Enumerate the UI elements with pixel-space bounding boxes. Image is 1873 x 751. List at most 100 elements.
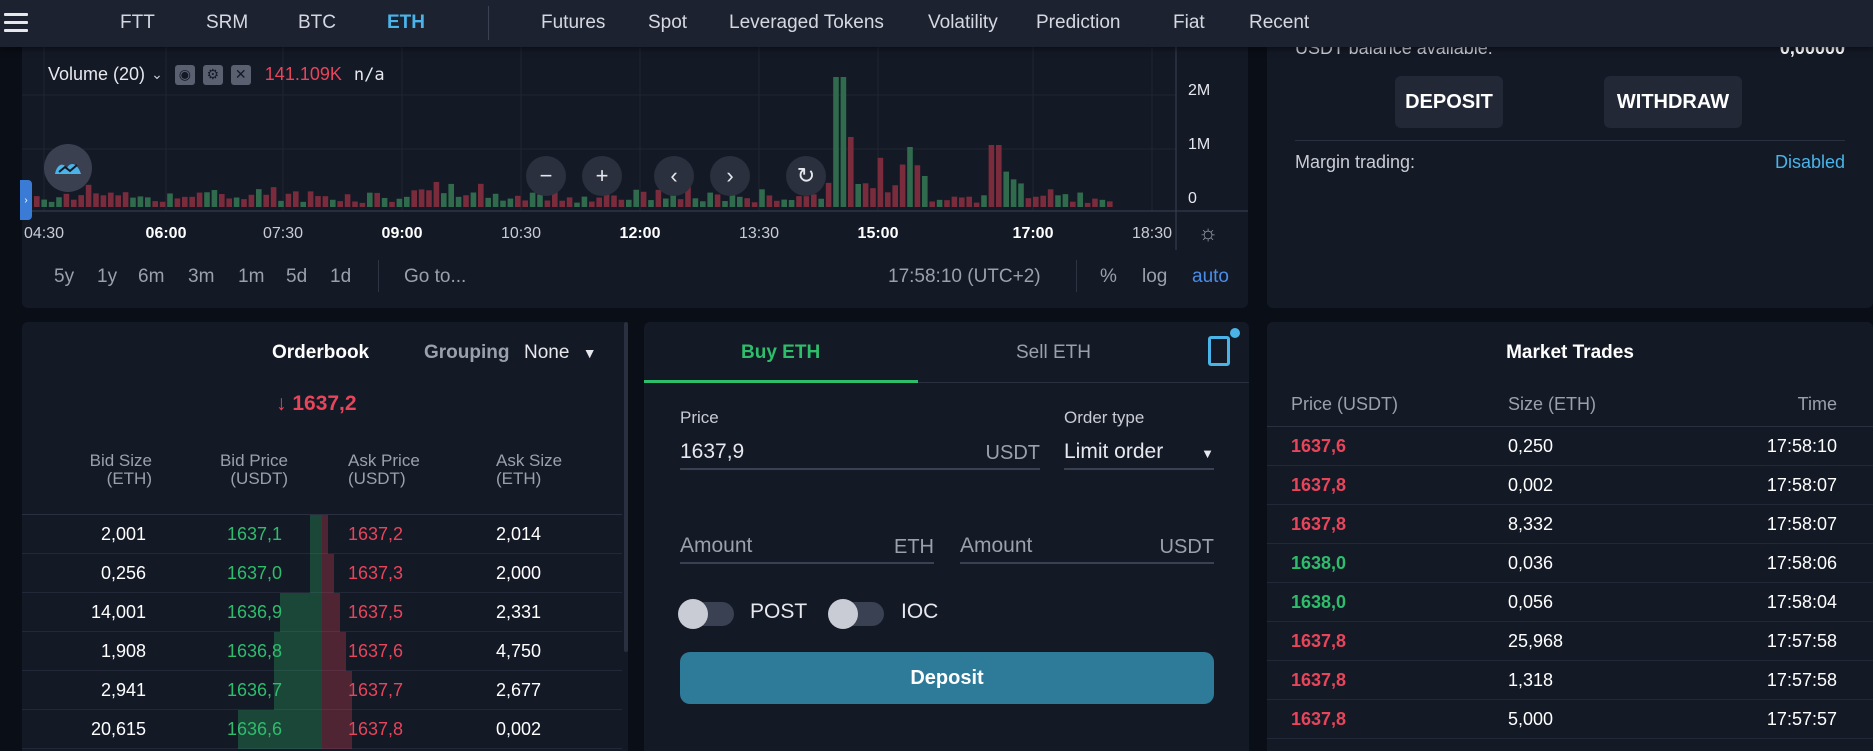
y-tick-label: 1M: [1188, 136, 1211, 153]
range-6m[interactable]: 6m: [138, 266, 165, 287]
range-1d[interactable]: 1d: [330, 266, 352, 287]
orderbook-row[interactable]: 2,001 1637,1 1637,2 2,014: [22, 515, 622, 554]
amount-eth-input[interactable]: Amount ETH: [680, 530, 934, 564]
scroll-right-button[interactable]: ›: [710, 156, 750, 196]
trade-size: 1,318: [1508, 670, 1554, 690]
ask-size: 2,000: [496, 563, 542, 583]
nav-volatility[interactable]: Volatility: [928, 12, 998, 33]
scroll-left-button[interactable]: ‹: [654, 156, 694, 196]
order-type-select[interactable]: Limit order ▼: [1064, 436, 1214, 470]
volume-bar: [589, 201, 595, 207]
volume-bar: [655, 189, 662, 207]
log-scale-toggle[interactable]: log: [1142, 266, 1168, 287]
bid-price: 1636,7: [226, 680, 282, 700]
volume-bar: [1018, 183, 1024, 207]
trade-price: 1637,8: [1291, 670, 1347, 690]
amount-unit-eth: ETH: [894, 536, 934, 558]
gear-icon[interactable]: ⚙: [202, 64, 223, 85]
volume-bar: [278, 200, 284, 207]
close-icon[interactable]: ✕: [230, 64, 251, 85]
ioc-toggle[interactable]: [828, 599, 884, 629]
chart-clock[interactable]: 17:58:10 (UTC+2): [888, 266, 1041, 287]
nav-prediction[interactable]: Prediction: [1036, 12, 1121, 33]
volume-bar: [892, 185, 898, 207]
volume-bar: [478, 183, 484, 207]
volume-bar: [766, 195, 773, 207]
orderbook-row[interactable]: 0,256 1637,0 1637,3 2,000: [22, 554, 622, 593]
header-bid-size: Bid Size (ETH): [90, 452, 152, 488]
nav-coin-srm[interactable]: SRM: [206, 12, 249, 33]
calculator-icon[interactable]: [1208, 336, 1230, 366]
auto-scale-toggle[interactable]: auto: [1192, 266, 1229, 287]
zoom-in-button[interactable]: +: [582, 156, 622, 196]
range-1m[interactable]: 1m: [238, 266, 265, 287]
tradingview-logo-icon[interactable]: [44, 144, 92, 192]
scrollbar[interactable]: [624, 322, 628, 652]
divider: [1267, 426, 1873, 427]
nav-futures[interactable]: Futures: [541, 12, 606, 33]
nav-spot[interactable]: Spot: [648, 12, 688, 33]
volume-bar: [559, 200, 565, 207]
nav-fiat[interactable]: Fiat: [1173, 12, 1205, 33]
eye-icon[interactable]: ◉: [174, 64, 195, 85]
nav-divider: [488, 6, 489, 40]
withdraw-button[interactable]: WITHDRAW: [1604, 76, 1742, 128]
tab-sell[interactable]: Sell ETH: [1016, 342, 1091, 363]
order-deposit-button[interactable]: Deposit: [680, 652, 1214, 704]
trade-time: 17:58:06: [1766, 553, 1837, 573]
volume-bar: [226, 198, 232, 207]
volume-bar: [108, 192, 114, 207]
volume-bar: [833, 77, 839, 207]
reset-chart-button[interactable]: ↻: [786, 156, 826, 196]
trade-time: 17:57:58: [1766, 631, 1837, 651]
ask-price: 1637,6: [348, 641, 404, 661]
volume-bar: [374, 192, 380, 207]
orderbook-row[interactable]: 1,908 1636,8 1637,6 4,750: [22, 632, 622, 671]
header-unit: (USDT): [348, 469, 406, 488]
nav-coin-btc[interactable]: BTC: [298, 12, 336, 33]
margin-trading-status[interactable]: Disabled: [1774, 152, 1845, 172]
chevron-down-icon[interactable]: ⌄: [151, 66, 163, 82]
toggle-knob: [828, 599, 858, 629]
nav-recent[interactable]: Recent: [1249, 12, 1310, 33]
volume-bar: [670, 194, 676, 207]
grouping-select[interactable]: None ▼: [524, 342, 597, 364]
tab-buy[interactable]: Buy ETH: [741, 342, 821, 363]
orderbook-row[interactable]: 14,001 1636,9 1637,5 2,331: [22, 593, 622, 632]
volume-bar: [1070, 201, 1076, 207]
settings-sun-icon[interactable]: ☼: [1198, 220, 1219, 245]
range-5y[interactable]: 5y: [54, 266, 75, 287]
menu-icon[interactable]: [4, 13, 28, 33]
volume-bar: [159, 201, 166, 207]
range-5d[interactable]: 5d: [286, 266, 308, 287]
volume-bar: [219, 194, 225, 207]
expand-handle-icon[interactable]: ›: [20, 180, 32, 220]
goto-date-button[interactable]: Go to...: [404, 266, 467, 287]
range-3m[interactable]: 3m: [188, 266, 215, 287]
amount-usdt-input[interactable]: Amount USDT: [960, 530, 1214, 564]
orderbook-row[interactable]: 20,615 1636,6 1637,8 0,002: [22, 710, 622, 749]
trade-size: 0,056: [1508, 592, 1554, 612]
trade-price: 1637,8: [1291, 709, 1347, 729]
volume-bar: [448, 183, 454, 207]
header-unit: (ETH): [106, 469, 152, 488]
range-1y[interactable]: 1y: [97, 266, 118, 287]
order-type-value: Limit order: [1064, 440, 1164, 463]
price-input[interactable]: 1637,9 USDT: [680, 436, 1040, 470]
nav-coin-eth[interactable]: ETH: [387, 12, 425, 33]
orderbook-row[interactable]: 2,941 1636,7 1637,7 2,677: [22, 671, 622, 710]
zoom-out-button[interactable]: −: [526, 156, 566, 196]
volume-bar: [322, 196, 329, 207]
percent-scale-toggle[interactable]: %: [1100, 266, 1117, 287]
volume-bar: [929, 201, 935, 207]
post-toggle[interactable]: [678, 599, 734, 629]
time-tick-label: 12:00: [619, 225, 661, 242]
volume-bar: [633, 189, 639, 207]
nav-leveraged-tokens[interactable]: Leveraged Tokens: [729, 12, 884, 33]
volume-bar: [204, 192, 210, 207]
volume-bar: [944, 200, 950, 207]
trade-row: 1637,8 1,318 17:57:58: [1267, 661, 1873, 700]
nav-coin-ftt[interactable]: FTT: [120, 12, 155, 33]
deposit-button[interactable]: DEPOSIT: [1395, 76, 1503, 128]
volume-chart[interactable]: [22, 40, 1248, 254]
